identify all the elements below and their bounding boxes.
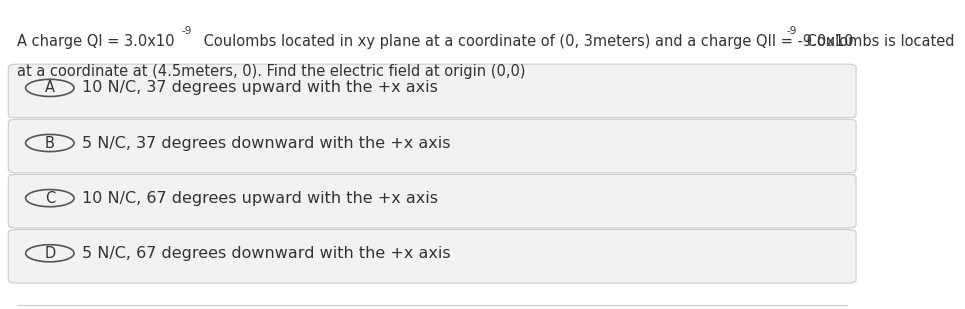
Circle shape bbox=[26, 134, 74, 152]
Text: 10 N/C, 67 degrees upward with the +x axis: 10 N/C, 67 degrees upward with the +x ax… bbox=[82, 191, 438, 205]
Text: 5 N/C, 37 degrees downward with the +x axis: 5 N/C, 37 degrees downward with the +x a… bbox=[82, 136, 451, 150]
FancyBboxPatch shape bbox=[9, 64, 856, 118]
FancyBboxPatch shape bbox=[9, 230, 856, 283]
FancyBboxPatch shape bbox=[9, 119, 856, 173]
Text: -9: -9 bbox=[181, 26, 192, 36]
Text: -9: -9 bbox=[786, 26, 797, 36]
Text: 10 N/C, 37 degrees upward with the +x axis: 10 N/C, 37 degrees upward with the +x ax… bbox=[82, 80, 438, 95]
Text: Coulombs is located: Coulombs is located bbox=[803, 34, 955, 49]
Text: Coulombs located in xy plane at a coordinate of (0, 3meters) and a charge QII = : Coulombs located in xy plane at a coordi… bbox=[199, 34, 853, 49]
Text: C: C bbox=[44, 191, 55, 205]
Circle shape bbox=[26, 189, 74, 207]
Text: 5 N/C, 67 degrees downward with the +x axis: 5 N/C, 67 degrees downward with the +x a… bbox=[82, 246, 451, 261]
Circle shape bbox=[26, 79, 74, 96]
FancyBboxPatch shape bbox=[9, 174, 856, 228]
Text: A charge QI = 3.0x10: A charge QI = 3.0x10 bbox=[17, 34, 175, 49]
Circle shape bbox=[26, 245, 74, 262]
Text: D: D bbox=[44, 246, 55, 261]
Text: at a coordinate at (4.5meters, 0). Find the electric field at origin (0,0): at a coordinate at (4.5meters, 0). Find … bbox=[17, 64, 526, 79]
Text: B: B bbox=[45, 136, 55, 150]
Text: A: A bbox=[44, 80, 55, 95]
